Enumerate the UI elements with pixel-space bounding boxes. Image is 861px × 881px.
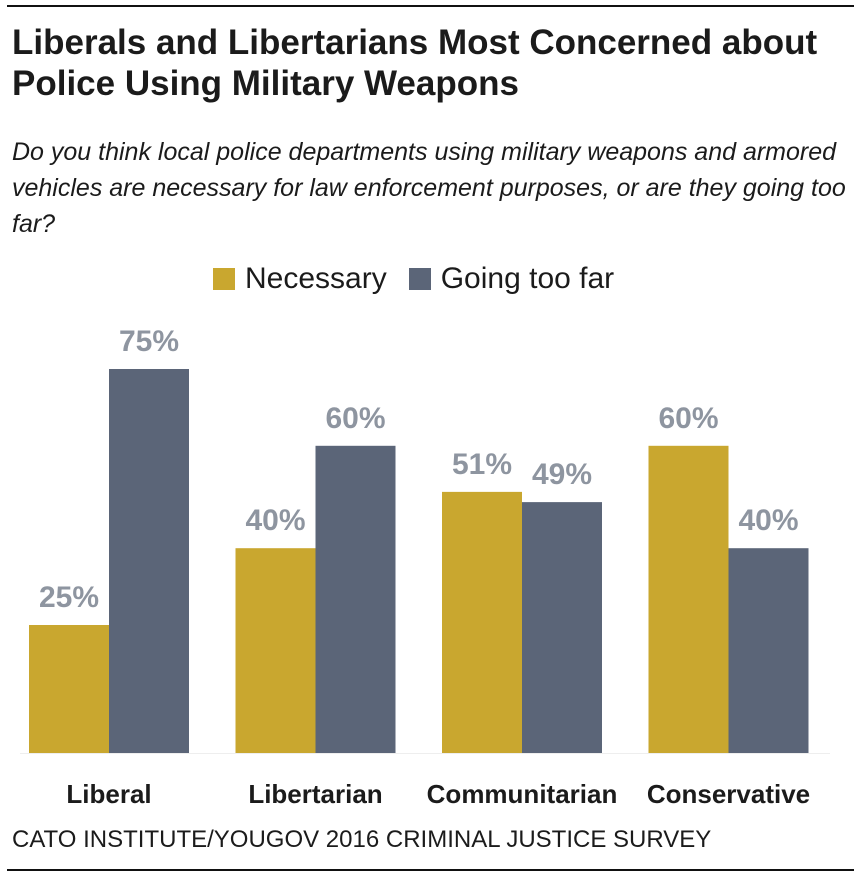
data-label: 60%: [325, 402, 385, 435]
data-label: 60%: [658, 402, 718, 435]
data-label: 75%: [119, 325, 179, 358]
chart-subtitle: Do you think local police departments us…: [12, 138, 846, 238]
data-label: 40%: [245, 504, 305, 537]
legend-label: Necessary: [245, 262, 387, 295]
bottom-rule: [7, 869, 854, 871]
data-label: 49%: [532, 458, 592, 491]
chart-title: Liberals and Libertarians Most Concerned…: [12, 23, 818, 103]
bar-going-too-far: [109, 369, 189, 753]
x-tick-label: Conservative: [647, 779, 810, 809]
bar-necessary: [648, 445, 729, 753]
top-rule: [7, 5, 854, 7]
source-note: CATO INSTITUTE/YOUGOV 2016 CRIMINAL JUST…: [12, 826, 712, 853]
bar-going-too-far: [315, 445, 396, 753]
x-tick-label: Communitarian: [427, 779, 618, 809]
legend-swatch-going-too-far: [408, 268, 431, 290]
bar-necessary: [235, 548, 316, 753]
bar-necessary: [29, 625, 109, 753]
x-tick-label: Liberal: [66, 779, 151, 809]
x-tick-label: Libertarian: [248, 779, 382, 809]
legend-item-going-too-far: Going too far: [408, 262, 615, 296]
legend-item-necessary: Necessary: [213, 262, 387, 296]
bar-going-too-far: [728, 548, 809, 753]
data-label: 25%: [39, 581, 99, 614]
legend-swatch-necessary: [213, 268, 235, 290]
bar-necessary: [442, 491, 522, 753]
legend-label: Going too far: [440, 262, 615, 295]
bar-going-too-far: [522, 502, 602, 753]
data-label: 51%: [452, 448, 512, 481]
legend: Necessary Going too far: [213, 262, 636, 296]
data-label: 40%: [738, 504, 798, 537]
